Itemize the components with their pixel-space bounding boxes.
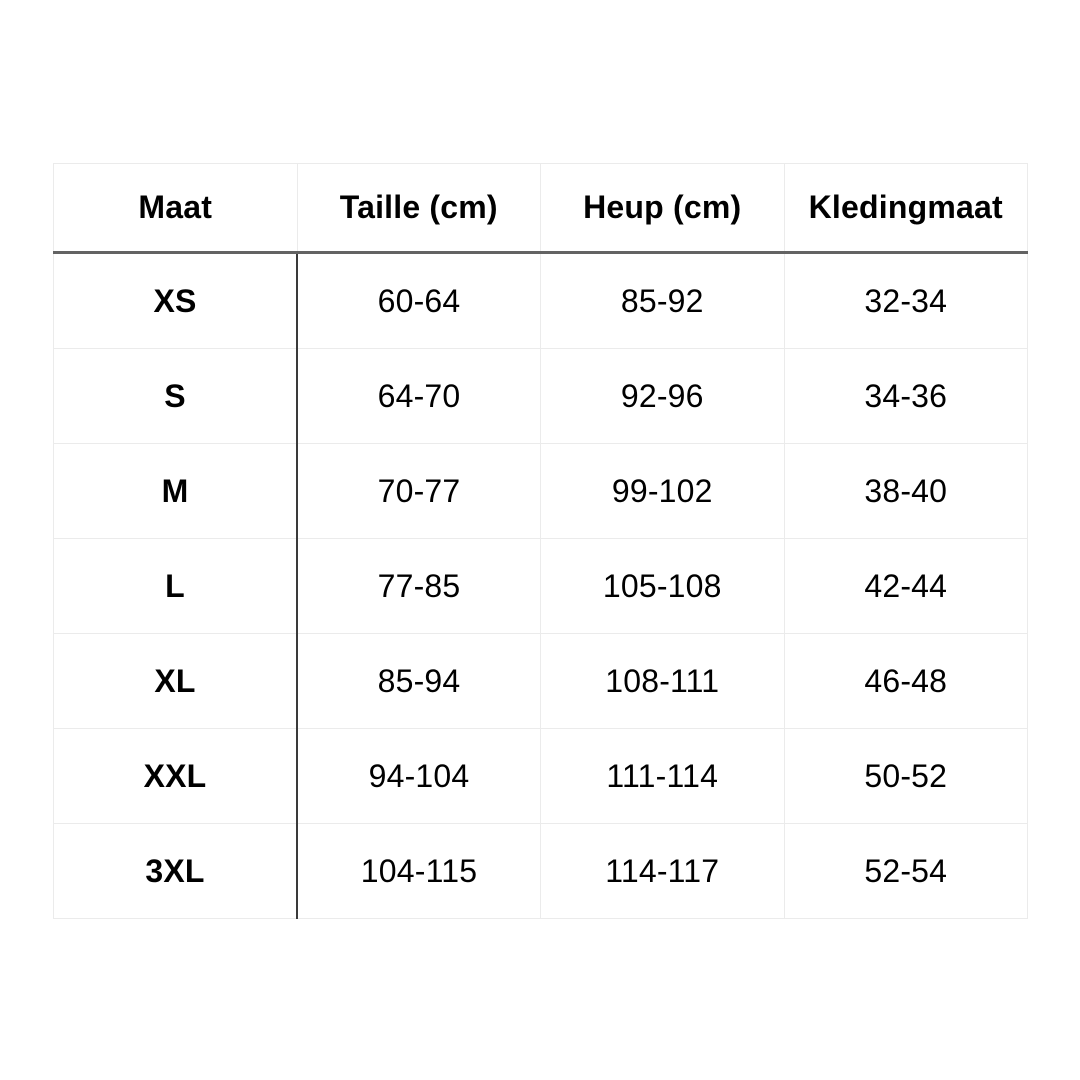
value-cell: 38-40 (783, 443, 1028, 539)
value-cell: 32-34 (783, 252, 1028, 349)
value-cell: 114-117 (540, 823, 785, 919)
value-cell: 111-114 (540, 728, 785, 824)
value-cell: 94-104 (296, 728, 541, 824)
table-header: Maat Taille (cm) Heup (cm) Kledingmaat (53, 163, 1028, 254)
size-cell: S (53, 348, 298, 444)
value-cell: 85-92 (540, 252, 785, 349)
value-cell: 34-36 (783, 348, 1028, 444)
size-cell: L (53, 538, 298, 634)
value-cell: 104-115 (296, 823, 541, 919)
table-row: XXL 94-104 111-114 50-52 (53, 728, 1028, 824)
table-body: XS 60-64 85-92 32-34 S 64-70 92-96 34-36 M 70-77 9… (53, 252, 1028, 919)
value-cell: 85-94 (296, 633, 541, 729)
value-cell: 77-85 (296, 538, 541, 634)
table-row: L 77-85 105-108 42-44 (53, 538, 1028, 634)
value-cell: 60-64 (296, 252, 541, 349)
value-cell: 42-44 (783, 538, 1028, 634)
value-cell: 105-108 (540, 538, 785, 634)
header-row: Maat Taille (cm) Heup (cm) Kledingmaat (53, 163, 1028, 254)
value-cell: 92-96 (540, 348, 785, 444)
value-cell: 50-52 (783, 728, 1028, 824)
column-header-maat: Maat (53, 163, 298, 254)
value-cell: 108-111 (540, 633, 785, 729)
table-row: XS 60-64 85-92 32-34 (53, 252, 1028, 349)
size-cell: 3XL (53, 823, 298, 919)
size-cell: M (53, 443, 298, 539)
value-cell: 52-54 (783, 823, 1028, 919)
size-cell: XXL (53, 728, 298, 824)
value-cell: 46-48 (783, 633, 1028, 729)
size-chart-table: Maat Taille (cm) Heup (cm) Kledingmaat XS 60… (53, 163, 1028, 919)
table-row: S 64-70 92-96 34-36 (53, 348, 1028, 444)
table-row: 3XL 104-115 114-117 52-54 (53, 823, 1028, 919)
table-row: M 70-77 99-102 38-40 (53, 443, 1028, 539)
size-cell: XL (53, 633, 298, 729)
value-cell: 70-77 (296, 443, 541, 539)
value-cell: 64-70 (296, 348, 541, 444)
column-header-taille-cm: Taille (cm) (296, 163, 541, 254)
value-cell: 99-102 (540, 443, 785, 539)
column-header-heup-cm: Heup (cm) (540, 163, 785, 254)
table-row: XL 85-94 108-111 46-48 (53, 633, 1028, 729)
column-header-kledingmaat: Kledingmaat (783, 163, 1028, 254)
size-cell: XS (53, 252, 298, 349)
